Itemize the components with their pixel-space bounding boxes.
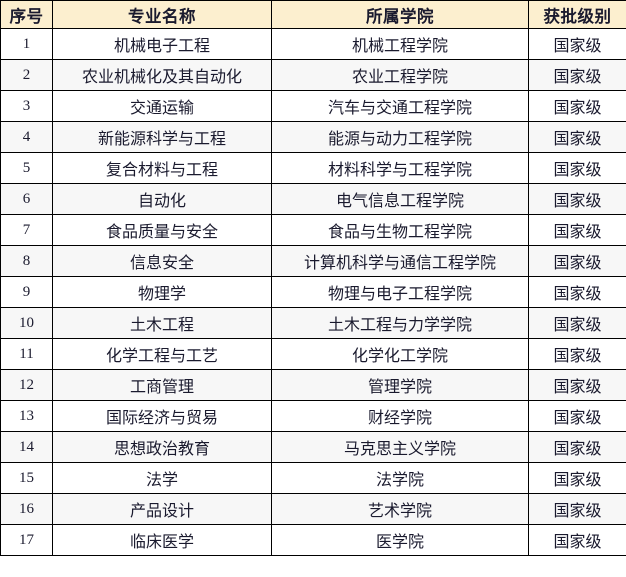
cell-index: 12	[0, 369, 53, 401]
table-row: 17 临床医学 医学院 国家级	[0, 524, 626, 556]
cell-school: 艺术学院	[271, 493, 529, 525]
cell-school: 材料科学与工程学院	[271, 152, 529, 184]
cell-index: 3	[0, 90, 53, 122]
cell-major: 交通运输	[52, 90, 272, 122]
cell-major: 农业机械化及其自动化	[52, 59, 272, 91]
cell-major: 复合材料与工程	[52, 152, 272, 184]
cell-index: 2	[0, 59, 53, 91]
majors-table: 序号 专业名称 所属学院 获批级别 1 机械电子工程 机械工程学院 国家级 2 农业机械化…	[0, 0, 626, 556]
table-row: 12 工商管理 管理学院 国家级	[0, 369, 626, 401]
table-row: 13 国际经济与贸易 财经学院 国家级	[0, 400, 626, 432]
cell-school: 医学院	[271, 524, 529, 556]
table-body: 1 机械电子工程 机械工程学院 国家级 2 农业机械化及其自动化 农业工程学院 国家级 3 交通运…	[0, 28, 626, 556]
cell-index: 11	[0, 338, 53, 370]
cell-level: 国家级	[528, 369, 626, 401]
cell-major: 产品设计	[52, 493, 272, 525]
cell-level: 国家级	[528, 462, 626, 494]
cell-major: 法学	[52, 462, 272, 494]
cell-index: 14	[0, 431, 53, 463]
cell-index: 17	[0, 524, 53, 556]
table-row: 8 信息安全 计算机科学与通信工程学院 国家级	[0, 245, 626, 277]
cell-index: 9	[0, 276, 53, 308]
cell-index: 8	[0, 245, 53, 277]
cell-school: 计算机科学与通信工程学院	[271, 245, 529, 277]
cell-level: 国家级	[528, 400, 626, 432]
cell-level: 国家级	[528, 90, 626, 122]
table-row: 16 产品设计 艺术学院 国家级	[0, 493, 626, 525]
column-header-index: 序号	[0, 0, 53, 29]
column-header-level: 获批级别	[528, 0, 626, 29]
cell-major: 物理学	[52, 276, 272, 308]
table-row: 11 化学工程与工艺 化学化工学院 国家级	[0, 338, 626, 370]
cell-school: 农业工程学院	[271, 59, 529, 91]
table-row: 14 思想政治教育 马克思主义学院 国家级	[0, 431, 626, 463]
cell-index: 10	[0, 307, 53, 339]
cell-school: 机械工程学院	[271, 28, 529, 60]
cell-level: 国家级	[528, 214, 626, 246]
cell-level: 国家级	[528, 493, 626, 525]
cell-level: 国家级	[528, 28, 626, 60]
cell-major: 新能源科学与工程	[52, 121, 272, 153]
cell-level: 国家级	[528, 431, 626, 463]
table-row: 7 食品质量与安全 食品与生物工程学院 国家级	[0, 214, 626, 246]
table-row: 4 新能源科学与工程 能源与动力工程学院 国家级	[0, 121, 626, 153]
cell-index: 5	[0, 152, 53, 184]
cell-major: 国际经济与贸易	[52, 400, 272, 432]
cell-school: 能源与动力工程学院	[271, 121, 529, 153]
cell-level: 国家级	[528, 59, 626, 91]
cell-level: 国家级	[528, 152, 626, 184]
cell-school: 马克思主义学院	[271, 431, 529, 463]
cell-major: 工商管理	[52, 369, 272, 401]
cell-school: 化学化工学院	[271, 338, 529, 370]
cell-level: 国家级	[528, 338, 626, 370]
cell-school: 汽车与交通工程学院	[271, 90, 529, 122]
cell-level: 国家级	[528, 121, 626, 153]
cell-major: 土木工程	[52, 307, 272, 339]
table-row: 10 土木工程 土木工程与力学学院 国家级	[0, 307, 626, 339]
header-row: 序号 专业名称 所属学院 获批级别	[0, 0, 626, 29]
cell-level: 国家级	[528, 183, 626, 215]
cell-major: 思想政治教育	[52, 431, 272, 463]
cell-major: 化学工程与工艺	[52, 338, 272, 370]
cell-school: 法学院	[271, 462, 529, 494]
cell-major: 机械电子工程	[52, 28, 272, 60]
cell-level: 国家级	[528, 245, 626, 277]
cell-major: 食品质量与安全	[52, 214, 272, 246]
cell-level: 国家级	[528, 307, 626, 339]
cell-level: 国家级	[528, 524, 626, 556]
table-row: 2 农业机械化及其自动化 农业工程学院 国家级	[0, 59, 626, 91]
cell-index: 4	[0, 121, 53, 153]
cell-school: 财经学院	[271, 400, 529, 432]
cell-school: 食品与生物工程学院	[271, 214, 529, 246]
table-row: 6 自动化 电气信息工程学院 国家级	[0, 183, 626, 215]
cell-index: 6	[0, 183, 53, 215]
column-header-major: 专业名称	[52, 0, 272, 29]
column-header-school: 所属学院	[271, 0, 529, 29]
table-row: 3 交通运输 汽车与交通工程学院 国家级	[0, 90, 626, 122]
cell-major: 信息安全	[52, 245, 272, 277]
cell-school: 土木工程与力学学院	[271, 307, 529, 339]
cell-major: 自动化	[52, 183, 272, 215]
cell-school: 电气信息工程学院	[271, 183, 529, 215]
table-row: 15 法学 法学院 国家级	[0, 462, 626, 494]
cell-major: 临床医学	[52, 524, 272, 556]
cell-index: 7	[0, 214, 53, 246]
cell-school: 管理学院	[271, 369, 529, 401]
cell-index: 15	[0, 462, 53, 494]
table-row: 1 机械电子工程 机械工程学院 国家级	[0, 28, 626, 60]
table-row: 5 复合材料与工程 材料科学与工程学院 国家级	[0, 152, 626, 184]
table-header: 序号 专业名称 所属学院 获批级别	[0, 0, 626, 29]
cell-school: 物理与电子工程学院	[271, 276, 529, 308]
cell-index: 1	[0, 28, 53, 60]
cell-index: 16	[0, 493, 53, 525]
cell-index: 13	[0, 400, 53, 432]
cell-level: 国家级	[528, 276, 626, 308]
table-row: 9 物理学 物理与电子工程学院 国家级	[0, 276, 626, 308]
